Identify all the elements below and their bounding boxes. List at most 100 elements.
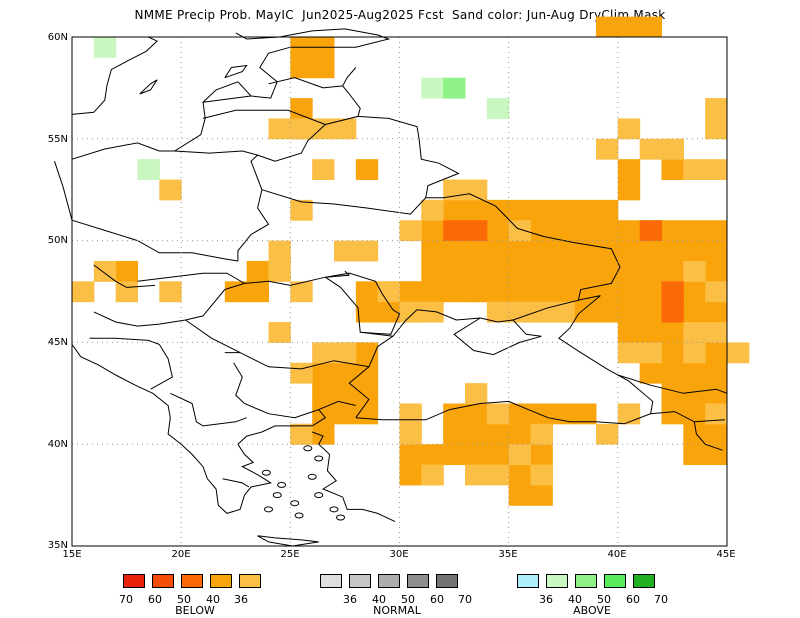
- boundary-line: [360, 331, 393, 337]
- legend-above-num-50: 50: [597, 593, 611, 606]
- probability-cell: [639, 281, 662, 303]
- probability-cell: [290, 281, 313, 303]
- probability-cell: [290, 423, 313, 445]
- island-outline: [314, 455, 324, 462]
- probability-cell: [399, 281, 422, 303]
- probability-cells: [72, 16, 750, 506]
- probability-cell: [574, 403, 597, 425]
- probability-cell: [683, 342, 706, 364]
- probability-cell: [421, 444, 444, 466]
- boundary-line: [325, 272, 401, 335]
- probability-cell: [290, 118, 313, 140]
- probability-cell: [465, 423, 488, 445]
- probability-cell: [661, 383, 684, 404]
- probability-cell: [661, 342, 684, 364]
- probability-cell: [574, 281, 597, 303]
- probability-cell: [661, 322, 684, 343]
- probability-cell: [443, 423, 466, 445]
- probability-cell: [334, 342, 357, 364]
- probability-cell: [399, 444, 422, 466]
- boundary-line: [202, 95, 252, 103]
- probability-cell: [617, 220, 641, 242]
- probability-cell: [508, 240, 531, 262]
- probability-cell: [508, 484, 531, 506]
- legend-above-num-36: 36: [539, 593, 553, 606]
- lon-tick-20: 20E: [171, 549, 191, 560]
- probability-cell: [617, 118, 641, 140]
- probability-cell: [596, 301, 619, 323]
- probability-cell: [246, 260, 269, 282]
- probability-cell: [443, 281, 466, 303]
- probability-cell: [683, 423, 706, 445]
- probability-cell: [683, 444, 706, 466]
- probability-cell: [312, 159, 335, 181]
- probability-cell: [596, 16, 619, 38]
- probability-cell: [574, 260, 597, 282]
- probability-cell: [552, 281, 575, 303]
- probability-cell: [443, 77, 466, 99]
- legend-above-70-swatch: [633, 574, 655, 588]
- probability-cell: [421, 464, 444, 486]
- probability-cell: [355, 362, 379, 384]
- probability-cell: [421, 281, 444, 303]
- probability-cell: [508, 403, 531, 425]
- boundary-line: [693, 421, 723, 451]
- boundary-line: [202, 109, 326, 125]
- probability-cell: [530, 220, 553, 242]
- lat-tick-55: 55N: [47, 134, 68, 145]
- legend-normal-label: NORMAL: [373, 604, 421, 617]
- lon-tick-30: 30E: [389, 549, 409, 560]
- probability-cell: [421, 220, 444, 242]
- probability-cell: [508, 301, 531, 323]
- probability-cell: [530, 484, 553, 506]
- probability-cell: [617, 403, 641, 425]
- boundary-line: [237, 189, 270, 261]
- coastlines-and-borders: [54, 28, 728, 547]
- probability-cell: [705, 383, 728, 404]
- lon-tick-35: 35E: [498, 549, 518, 560]
- probability-cell: [508, 281, 531, 303]
- probability-cell: [465, 444, 488, 466]
- probability-cell: [705, 159, 728, 181]
- boundary-line: [93, 264, 156, 288]
- legend-normal-36-swatch: [320, 574, 342, 588]
- probability-cell: [596, 240, 619, 262]
- probability-cell: [661, 281, 684, 303]
- probability-cell: [574, 301, 597, 323]
- legend-normal-num-60: 60: [430, 593, 444, 606]
- probability-cell: [552, 260, 575, 282]
- legend-below-num-60: 60: [148, 593, 162, 606]
- probability-cell: [465, 464, 488, 486]
- probability-cell: [334, 118, 357, 140]
- probability-cell: [93, 260, 117, 282]
- legend-above-num-40: 40: [568, 593, 582, 606]
- boundary-line: [312, 431, 396, 523]
- boundary-line: [348, 295, 654, 425]
- probability-cell: [290, 57, 313, 79]
- probability-cell: [334, 362, 357, 384]
- probability-cell: [617, 159, 641, 181]
- probability-cell: [530, 240, 553, 262]
- lon-tick-15: 15E: [62, 549, 82, 560]
- probability-cell: [574, 240, 597, 262]
- probability-cell: [399, 464, 422, 486]
- probability-cell: [705, 423, 728, 445]
- probability-cell: [486, 423, 510, 445]
- legend-below-50-swatch: [181, 574, 203, 588]
- probability-cell: [596, 220, 619, 242]
- probability-cell: [443, 199, 466, 221]
- probability-cell: [465, 403, 488, 425]
- lat-tick-60: 60N: [47, 32, 68, 43]
- legend-above-label: ABOVE: [573, 604, 611, 617]
- boundary-line: [150, 344, 173, 390]
- probability-cell: [377, 301, 400, 323]
- probability-cell: [443, 220, 466, 242]
- probability-cell: [683, 322, 706, 343]
- boundary-line: [139, 79, 158, 95]
- probability-cell: [639, 16, 662, 38]
- probability-cell: [268, 240, 291, 262]
- legend-below-40-swatch: [210, 574, 232, 588]
- probability-cell: [683, 260, 706, 282]
- island-outline: [329, 506, 339, 513]
- island-outline: [272, 492, 282, 499]
